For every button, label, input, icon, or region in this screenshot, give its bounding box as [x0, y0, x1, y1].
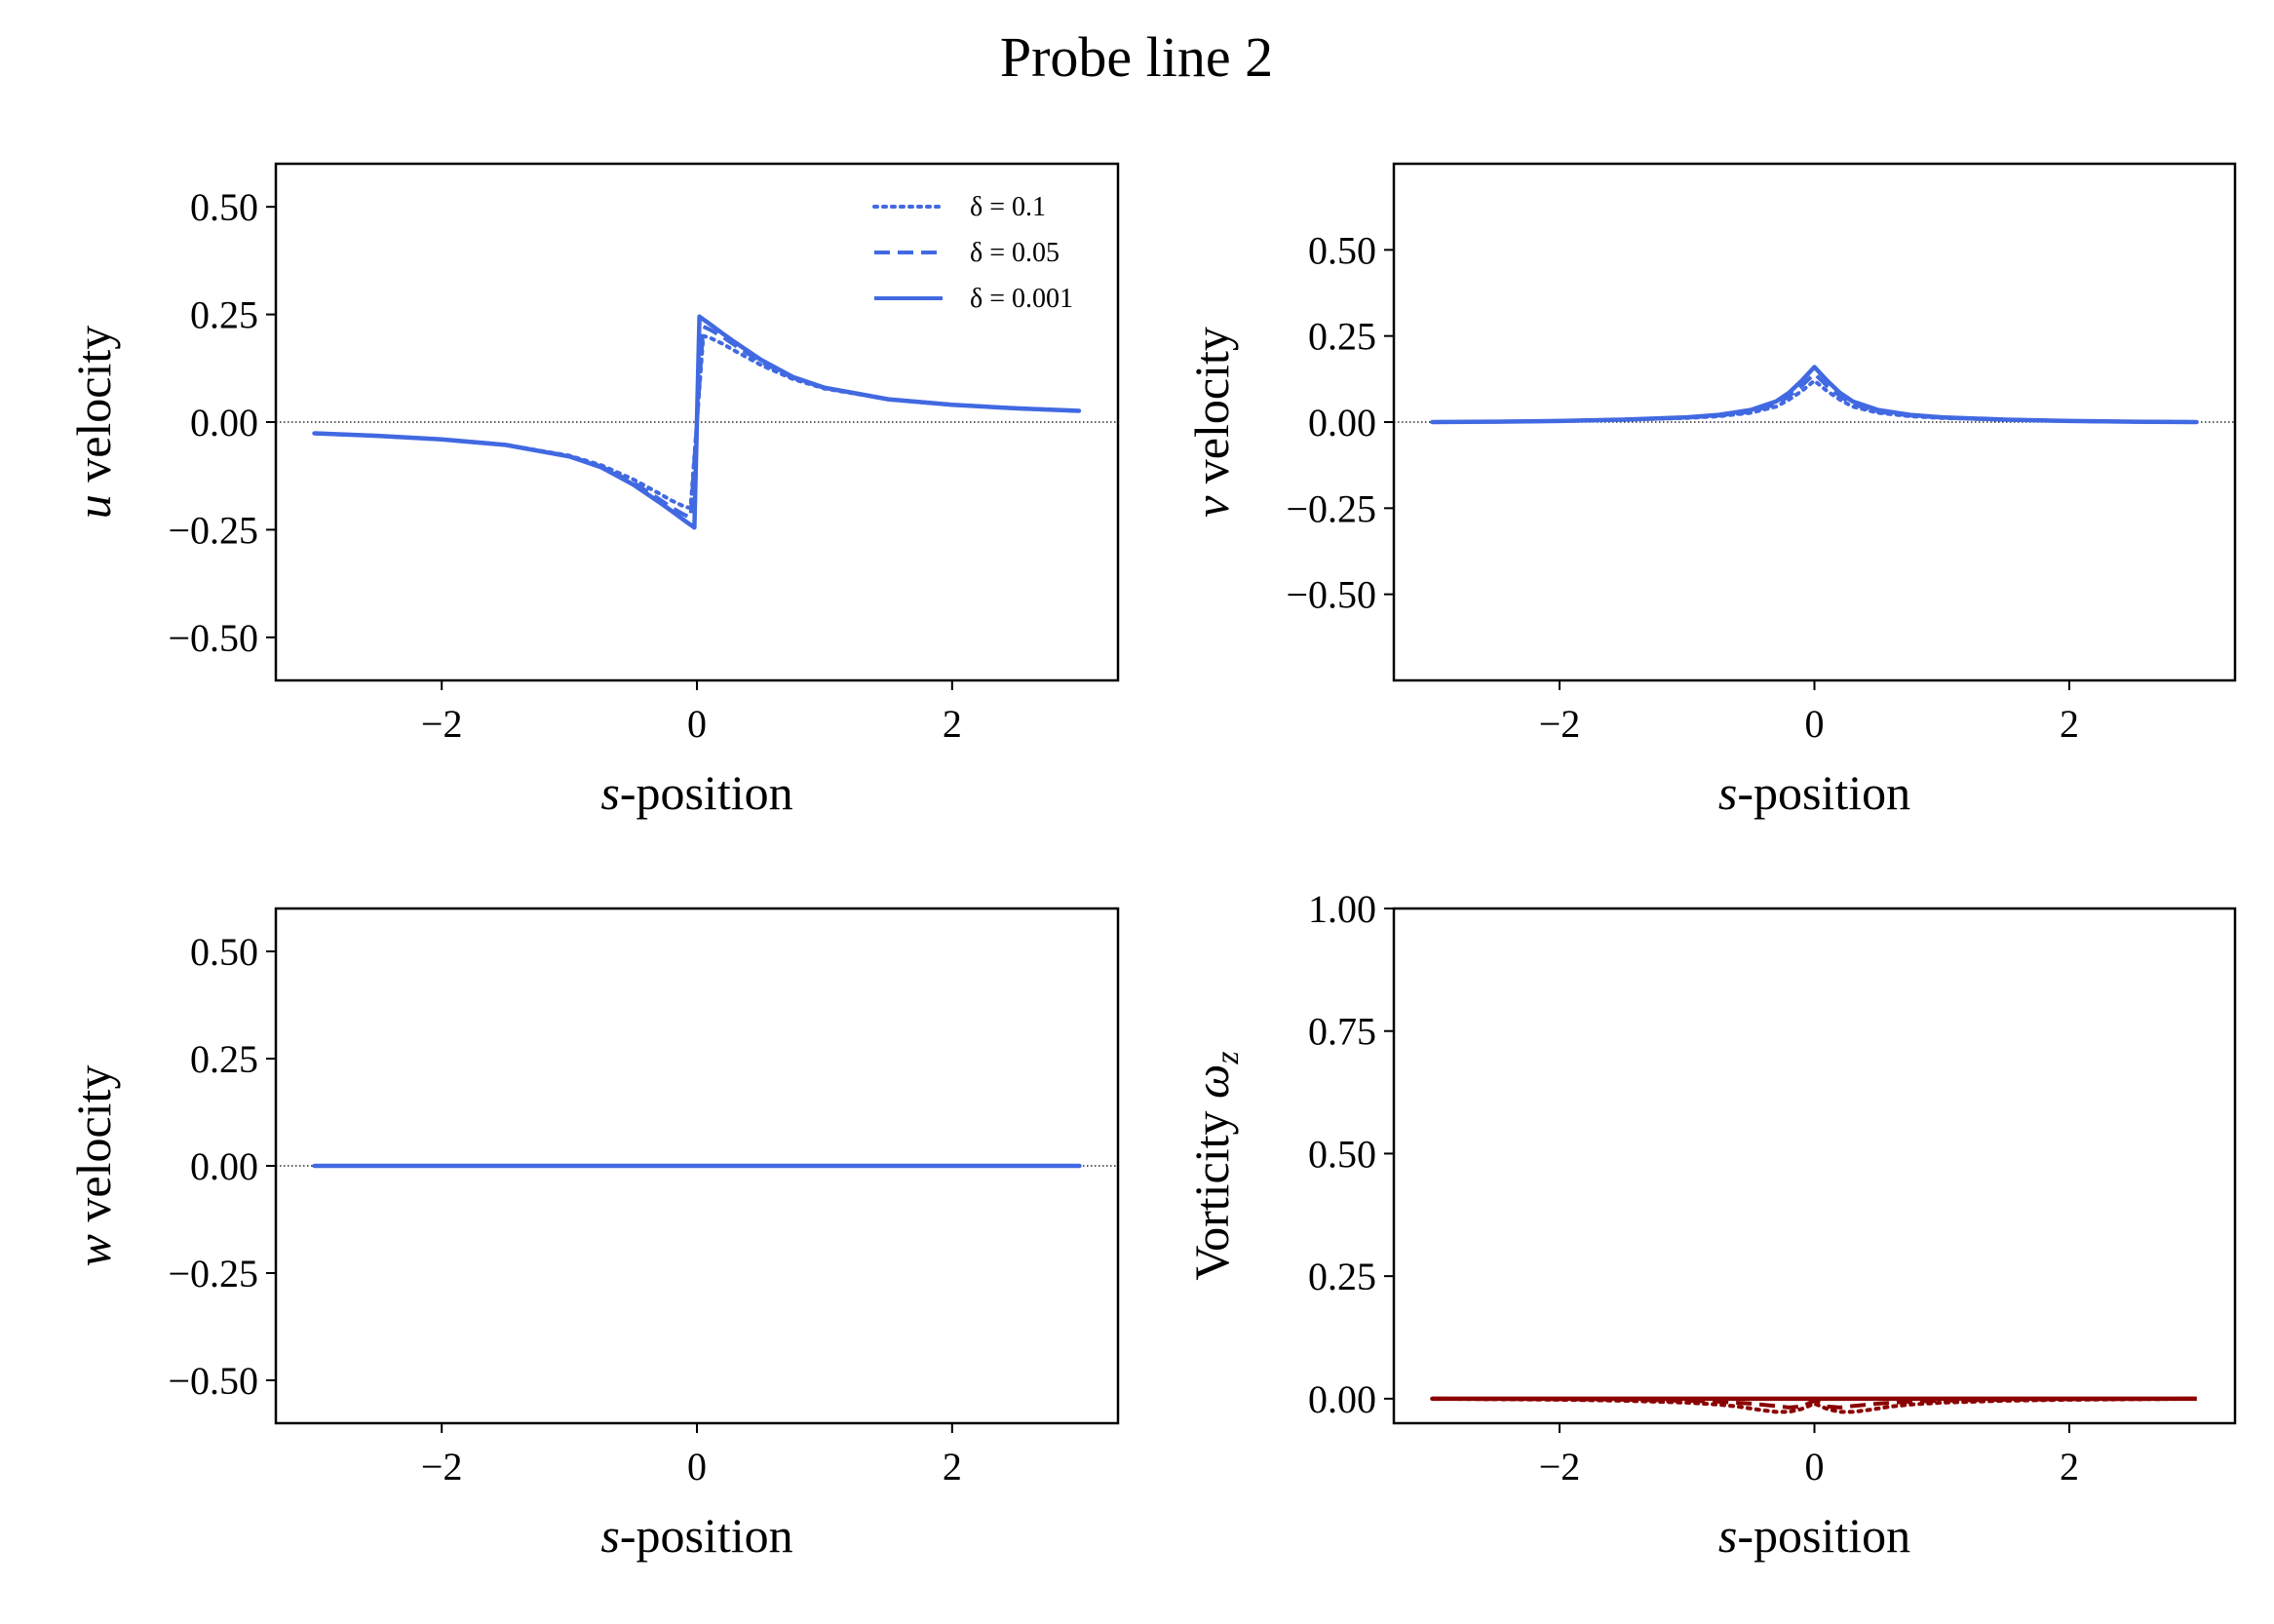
legend-label: δ = 0.1 [970, 192, 1046, 222]
legend-label: δ = 0.001 [970, 284, 1073, 314]
x-tick-label: 2 [2060, 702, 2079, 746]
x-tick-label: 0 [687, 702, 707, 746]
y-axis-label: Vorticity ωz [1184, 1051, 1246, 1280]
x-tick-label: −2 [421, 702, 463, 746]
y-tick-label: 0.00 [1308, 401, 1376, 445]
y-tick-label: 0.00 [190, 401, 258, 445]
panel-w-velocity: −2 0 2 0.50 0.25 0.00 −0.25 −0.50 s-position w ve… [66, 907, 1120, 1563]
y-tick-label: 0.00 [1308, 1377, 1376, 1421]
y-axis-label: u velocity [66, 326, 121, 520]
legend-label: δ = 0.05 [970, 238, 1060, 268]
y-tick-label: 0.25 [1308, 315, 1376, 359]
x-tick-label: 0 [1805, 1445, 1825, 1489]
y-tick-label: −0.25 [168, 508, 258, 552]
x-axis-label: s-position [1718, 765, 1910, 820]
y-tick-label: −0.50 [168, 616, 258, 660]
y-tick-label: −0.25 [168, 1252, 258, 1295]
axes-frame [1392, 907, 2237, 1425]
y-tick-label: −0.50 [1286, 573, 1376, 617]
x-tick-label: −2 [1539, 702, 1581, 746]
x-axis-label: s-position [600, 1508, 792, 1563]
x-tick-label: −2 [1539, 1445, 1581, 1489]
series-line-1 [1430, 378, 2199, 424]
x-tick-label: −2 [421, 1445, 463, 1489]
y-axis-label: w velocity [66, 1065, 121, 1267]
x-axis-label: s-position [1718, 1508, 1910, 1563]
y-tick-label: −0.25 [1286, 486, 1376, 530]
series-line-3 [1432, 365, 2197, 425]
y-tick-label: 0.75 [1308, 1010, 1376, 1054]
series-group [1430, 1396, 2199, 1414]
x-tick-label: 2 [943, 702, 962, 746]
y-tick-label: 0.50 [1308, 1132, 1376, 1176]
series-group [312, 314, 1082, 530]
y-tick-label: 0.25 [190, 1037, 258, 1081]
panel-vorticity: −2 0 2 1.00 0.75 0.50 0.25 0.00 s-position Vortic… [1184, 887, 2237, 1563]
y-tick-label: −0.50 [168, 1359, 258, 1403]
x-tick-label: 2 [2060, 1445, 2079, 1489]
x-tick-label: 0 [687, 1445, 707, 1489]
series-group [1430, 365, 2199, 425]
x-axis-label: s-position [600, 765, 792, 820]
y-tick-label: 0.00 [190, 1144, 258, 1188]
panel-u-velocity: −2 0 2 0.50 0.25 0.00 −0.25 −0.50 s-position u ve… [66, 162, 1120, 820]
y-tick-label: 0.50 [1308, 228, 1376, 272]
series-line-1 [1430, 1396, 2199, 1414]
panel-v-velocity: −2 0 2 0.50 0.25 0.00 −0.25 −0.50 s-position v ve… [1184, 162, 2237, 820]
x-tick-label: 2 [943, 1445, 962, 1489]
y-tick-label: 0.50 [190, 930, 258, 974]
y-tick-label: 0.25 [1308, 1255, 1376, 1298]
series-line-3 [314, 314, 1080, 530]
figure-title: Probe line 2 [1000, 25, 1273, 89]
y-tick-label: 0.50 [190, 185, 258, 229]
legend: δ = 0.1 δ = 0.05 δ = 0.001 [872, 192, 1073, 314]
y-tick-label: 1.00 [1308, 887, 1376, 931]
y-tick-label: 0.25 [190, 293, 258, 337]
series-line-2 [1432, 371, 2197, 424]
x-tick-label: 0 [1805, 702, 1825, 746]
y-axis-label: v velocity [1184, 327, 1239, 518]
